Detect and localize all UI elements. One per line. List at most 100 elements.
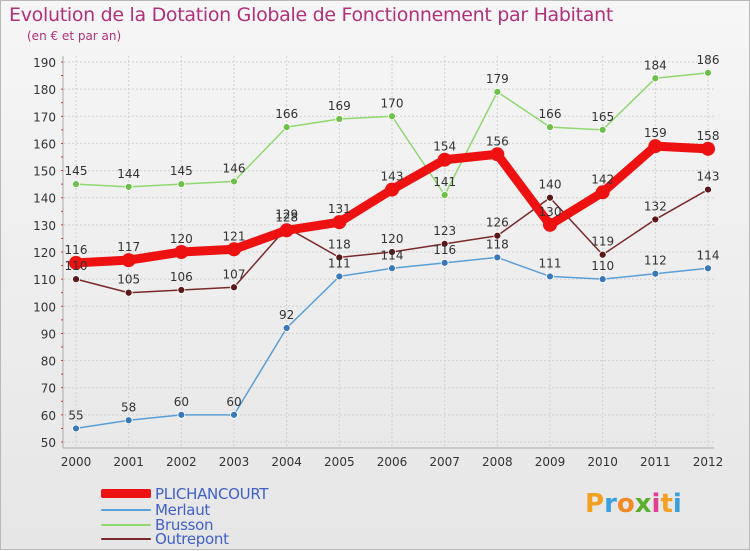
chart-subtitle: (en € et par an) [27,29,122,43]
data-point-outrepont [177,286,186,294]
logo-letter: P [585,489,605,519]
y-tick-label: 190 [33,56,56,70]
y-tick-label: 120 [33,246,56,260]
x-tick-label: 2001 [113,455,144,469]
data-label-plichancourt: 159 [644,126,667,140]
data-point-brusson [177,180,186,189]
data-label-outrepont: 105 [117,273,140,287]
logo-letter: o [616,489,635,519]
data-label-outrepont: 132 [644,199,667,213]
data-label-plichancourt: 131 [328,202,351,216]
data-point-merlaut [704,264,712,273]
data-label-outrepont: 126 [486,216,509,230]
data-point-brusson [493,87,502,96]
data-point-outrepont [335,253,344,262]
data-label-outrepont: 120 [381,232,404,246]
data-label-merlaut: 111 [539,256,562,270]
data-point-outrepont [72,275,80,284]
data-point-outrepont [388,248,396,256]
data-label-merlaut: 110 [591,259,614,273]
y-tick-label: 130 [33,219,56,233]
data-point-merlaut [598,275,607,284]
data-point-plichancourt [174,245,189,259]
data-point-brusson [651,74,660,83]
data-point-outrepont [493,231,502,240]
data-point-outrepont [651,215,660,224]
data-label-plichancourt: 158 [697,129,720,143]
x-tick-label: 2012 [693,455,724,469]
data-point-merlaut [282,324,291,332]
data-point-brusson [72,180,80,189]
logo-letter: x [634,489,652,519]
x-tick-label: 2003 [219,455,250,469]
data-label-brusson: 166 [275,107,298,121]
data-point-outrepont [124,288,133,297]
data-label-brusson: 145 [65,164,88,178]
data-label-brusson: 141 [433,175,456,189]
x-tick-label: 2007 [429,455,460,469]
data-label-plichancourt: 130 [539,205,562,219]
data-point-plichancourt [121,253,136,268]
data-label-plichancourt: 128 [275,210,298,224]
y-tick-label: 180 [33,83,56,97]
data-point-outrepont [230,283,238,292]
data-label-plichancourt: 156 [486,134,509,148]
x-tick-label: 2004 [271,455,302,469]
data-point-plichancourt [279,223,294,238]
y-tick-label: 70 [41,382,56,396]
data-point-outrepont [440,239,449,248]
logo-letter: i [672,489,682,519]
data-label-merlaut: 118 [486,237,509,251]
y-tick-label: 60 [41,409,56,423]
data-label-outrepont: 110 [65,259,88,273]
x-tick-label: 2006 [377,455,408,469]
x-tick-label: 2010 [587,455,618,469]
y-tick-label: 170 [33,110,56,124]
data-point-merlaut [546,272,554,281]
legend-item-merlaut: Merlaut [101,501,401,519]
y-tick-label: 140 [33,192,56,206]
series-group [69,68,715,433]
data-label-brusson: 165 [591,110,614,124]
data-point-merlaut [177,410,186,419]
data-label-merlaut: 112 [644,254,667,268]
data-label-merlaut: 114 [381,248,404,262]
data-point-brusson [440,191,449,199]
data-label-plichancourt: 121 [223,229,246,243]
x-tick-label: 2002 [166,455,197,469]
x-tick-label: 2008 [482,455,513,469]
data-point-brusson [124,182,133,191]
data-label-brusson: 146 [223,161,246,175]
data-labels: 55 58 60 60 92 111 114 116 118 111 110 112 114 145 144… [65,53,720,423]
data-point-plichancourt [543,217,557,232]
legend-item-outrepont: Outrepont [101,530,401,548]
data-label-brusson: 169 [328,99,351,113]
data-point-plichancourt [648,139,663,154]
data-point-plichancourt [69,255,83,270]
data-label-outrepont: 107 [223,267,246,281]
data-label-brusson: 166 [539,107,562,121]
y-tick-label: 110 [33,273,56,287]
data-point-brusson [230,177,238,186]
legend-label: Brusson [155,516,214,534]
chart-title: Evolution de la Dotation Globale de Fonc… [9,4,614,26]
data-label-brusson: 145 [170,164,193,178]
y-tick-label: 100 [33,300,56,314]
legend-item-plichancourt: PLICHANCOURT [101,485,401,503]
x-tick-label: 2000 [61,455,92,469]
data-point-merlaut [651,269,660,278]
data-point-merlaut [124,416,133,425]
data-label-merlaut: 55 [68,408,83,422]
data-label-brusson: 144 [117,167,140,181]
x-tick-label: 2009 [535,455,566,469]
data-point-brusson [598,125,607,134]
legend-item-brusson: Brusson [101,516,401,534]
data-point-brusson [282,123,291,132]
data-point-merlaut [388,264,396,273]
data-point-plichancourt [490,147,505,162]
data-label-plichancourt: 154 [433,140,456,154]
data-label-outrepont: 119 [591,235,614,249]
data-label-brusson: 184 [644,58,667,72]
